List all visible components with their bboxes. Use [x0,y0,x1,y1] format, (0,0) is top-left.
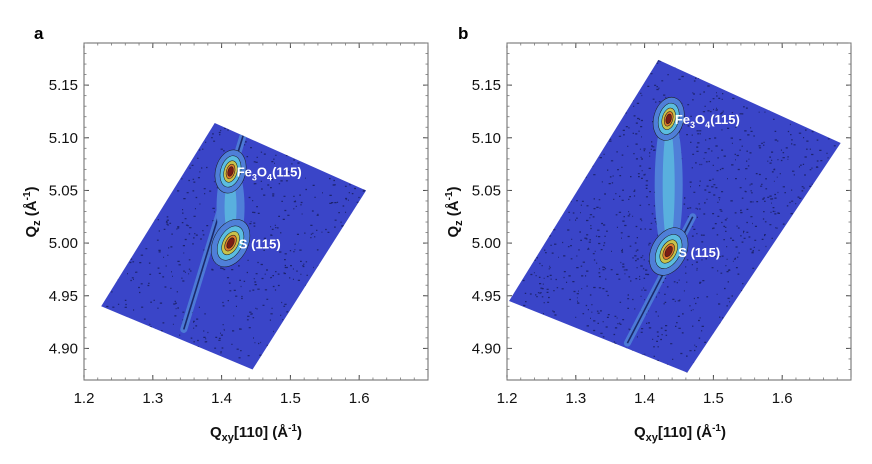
panel-a-fe3o4-label: Fe3O4(115) [237,165,302,183]
panel-a-y-tick-label: 5.15 [49,77,78,94]
panel-a-y-tick-label: 5.05 [49,182,78,199]
panel-a-y-tick-label: 4.90 [49,340,78,357]
panel-b-fe3o4-label: Fe3O4(115) [675,112,740,130]
panel-b-y-tick-label: 4.90 [472,340,501,357]
panel-b-substrate-label: S (115) [678,245,720,260]
panel-b-peak-fe3o4-contour-5 [665,113,672,124]
panel-b-x-tick-label: 1.4 [634,390,655,407]
panel-a-map-content [102,123,367,370]
panel-a-letter: a [34,24,44,43]
panel-b-map-content [509,60,841,373]
panel-b-letter: b [458,24,468,43]
panel-b-x-axis-title: Qxy[110] (Å-1) [634,423,726,444]
panel-b-x-tick-label: 1.3 [565,390,586,407]
panel-a-substrate-label: S (115) [239,236,281,251]
panel-a-plot [101,123,367,370]
panel-a-ticks: 1.2 1.3 1.4 1.5 1.6 4.90 4.95 5.00 5.05 5.10 5.15 [49,42,429,407]
panel-a-x-axis-title: Qxy[110] (Å-1) [210,423,302,444]
panel-b-plot [509,59,841,373]
panel-b-y-tick-label: 5.15 [472,77,501,94]
panel-a-peak-substrate [210,219,251,268]
panel-b-peak-fe3o4 [652,96,685,141]
panel-a: a 1.2 1.3 1.4 1.5 1.6 4.90 4.95 5.00 5.05 5.10 5.1… [22,24,429,444]
panel-a-y-tick-label: 5.00 [49,235,78,252]
panel-b-x-tick-label: 1.5 [703,390,724,407]
panel-b-x-tick-label: 1.6 [772,390,793,407]
panel-b-diffuse-core [662,124,675,246]
panel-b-peak-substrate-contour-5 [664,246,673,258]
panel-a-peak-fe3o4 [214,149,247,194]
panel-b-y-tick-label: 5.00 [472,235,501,252]
panel-a-y-axis-title: Qz (Å-1) [22,186,43,237]
panel-b-y-tick-label: 5.05 [472,182,501,199]
panel-a-x-tick-label: 1.2 [74,390,95,407]
panel-a-peak-fe3o4-contour-5 [227,166,234,177]
panel-a-x-tick-label: 1.5 [280,390,301,407]
panel-b-y-tick-label: 5.10 [472,130,501,147]
panel-b-ticks: 1.2 1.3 1.4 1.5 1.6 4.90 4.95 5.00 5.05 5.10 5.15 [472,42,852,407]
panel-a-y-tick-label: 5.10 [49,130,78,147]
panel-a-peak-substrate-contour-5 [226,237,235,249]
panel-a-x-tick-label: 1.4 [211,390,232,407]
panel-b-y-axis-title: Qz (Å-1) [444,186,465,237]
panel-b: b 1.2 1.3 1.4 1.5 1.6 4.90 4.95 5.00 5.05 5.10 5.1… [444,24,852,444]
panel-b-peak-substrate [649,227,689,276]
panel-a-x-tick-label: 1.3 [142,390,163,407]
panel-b-y-tick-label: 4.95 [472,288,501,305]
panel-a-y-tick-label: 4.95 [49,288,78,305]
panel-a-x-tick-label: 1.6 [349,390,370,407]
panel-b-x-tick-label: 1.2 [497,390,518,407]
